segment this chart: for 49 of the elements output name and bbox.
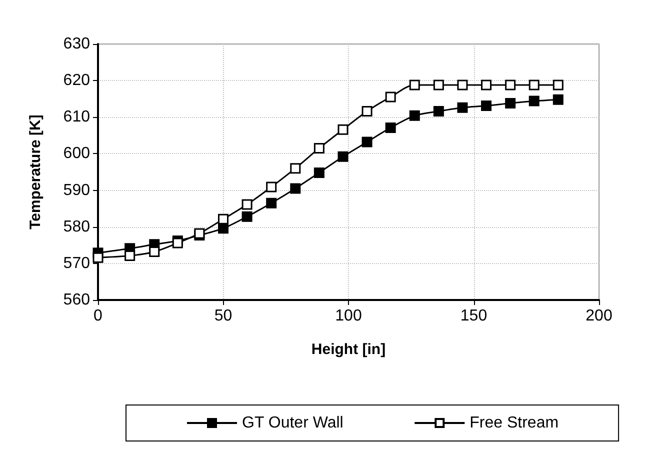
point [385, 122, 396, 133]
point [290, 163, 301, 174]
point [481, 80, 492, 90]
point [505, 80, 516, 90]
point [290, 183, 301, 194]
point [433, 106, 444, 117]
point [552, 80, 564, 90]
y-tick-label: 600 [63, 145, 90, 162]
point [362, 136, 372, 148]
y-tick-label: 620 [63, 72, 90, 90]
legend-label: Free Stream [470, 414, 559, 432]
point [266, 182, 277, 192]
point [92, 252, 104, 263]
point [314, 142, 324, 154]
y-tick-label: 580 [63, 218, 90, 236]
y-tick-label: 590 [63, 182, 90, 199]
point [362, 106, 372, 117]
y-tick-label: 570 [63, 254, 90, 272]
point [385, 92, 396, 102]
point [266, 198, 277, 208]
point [124, 250, 136, 261]
point [242, 211, 252, 222]
x-tick-label: 200 [586, 308, 612, 324]
point [338, 151, 348, 162]
legend-label: GT Outer Wall [242, 414, 344, 432]
x-tick-label: 100 [335, 308, 362, 324]
x-tick-label: 150 [460, 308, 488, 324]
y-axis-title: Temperature [K] [27, 114, 44, 230]
x-tick-label: 0 [94, 308, 103, 324]
x-axis-title: Height [in] [311, 341, 386, 358]
point [149, 246, 160, 257]
point [338, 124, 348, 135]
point [552, 94, 564, 105]
point [218, 214, 228, 224]
point [409, 110, 420, 121]
point [505, 98, 516, 108]
point [314, 167, 324, 178]
point [528, 80, 540, 90]
point [457, 80, 468, 90]
y-tick-label: 630 [63, 36, 90, 52]
point [457, 102, 468, 113]
point [242, 199, 252, 210]
point [409, 80, 420, 90]
x-tick-label: 50 [214, 308, 232, 324]
point [528, 96, 540, 106]
point [433, 80, 444, 90]
y-tick-label: 610 [63, 108, 90, 126]
point [481, 100, 492, 112]
y-tick-label: 560 [63, 292, 90, 308]
